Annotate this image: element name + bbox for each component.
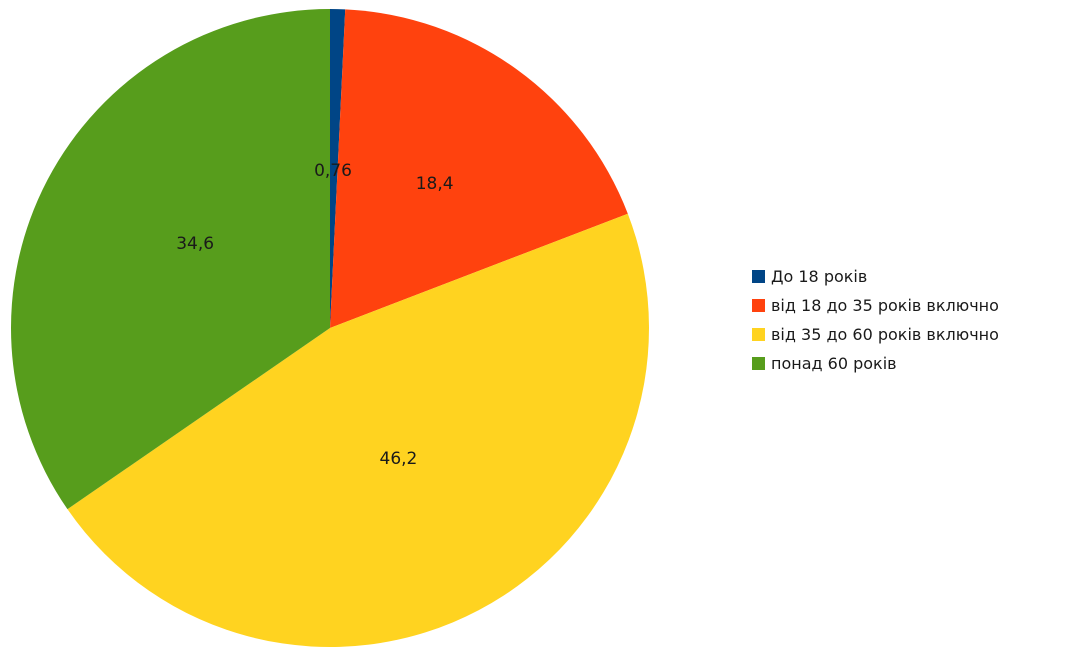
pie-slice-over-60 — [11, 9, 331, 510]
slice-label-18-35: 18,4 — [416, 174, 454, 194]
legend-swatch-35-60 — [752, 327, 765, 341]
slice-label-under-18: 0,76 — [314, 161, 352, 181]
legend-label-under-18: До 18 років — [771, 266, 868, 286]
legend-swatch-under-18 — [752, 269, 765, 283]
legend-swatch-over-60 — [752, 356, 765, 370]
legend-label-18-35: від 18 до 35 років включно — [771, 295, 999, 315]
legend-swatch-18-35 — [752, 298, 765, 312]
legend-item-35-60: від 35 до 60 років включно — [752, 320, 1077, 348]
slice-label-over-60: 34,6 — [176, 234, 214, 254]
legend-item-over-60: понад 60 років — [752, 349, 1077, 377]
pie-slice-18-35 — [330, 9, 628, 329]
pie-slice-under-18 — [330, 9, 346, 328]
pie-slice-35-60 — [67, 213, 649, 647]
legend: До 18 років від 18 до 35 років включно в… — [752, 262, 1077, 378]
legend-label-35-60: від 35 до 60 років включно — [771, 324, 999, 344]
legend-item-18-35: від 18 до 35 років включно — [752, 291, 1077, 319]
legend-item-under-18: До 18 років — [752, 262, 1077, 290]
slice-label-35-60: 46,2 — [380, 449, 418, 469]
legend-label-over-60: понад 60 років — [771, 353, 897, 373]
